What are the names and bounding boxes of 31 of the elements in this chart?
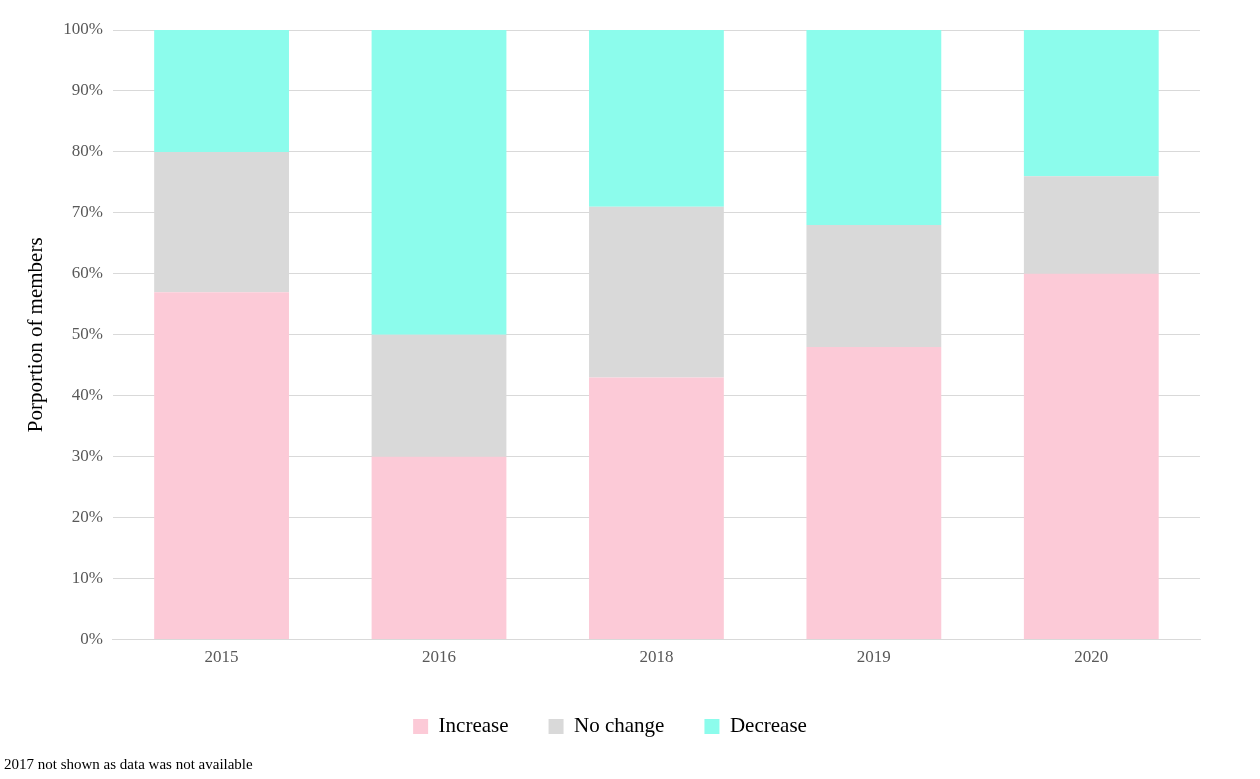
x-tick-label: 2016	[422, 647, 456, 667]
y-tick-label: 40%	[71, 385, 103, 405]
text: 2017 not shown as data was not available	[4, 756, 254, 772]
y-tick-label: 60%	[71, 263, 103, 283]
y-tick-label: 30%	[71, 446, 103, 466]
bar	[589, 30, 724, 207]
bar	[1023, 273, 1159, 640]
bar	[1023, 30, 1159, 177]
y-tick-label: 70%	[71, 202, 103, 222]
bar	[154, 30, 289, 152]
bar	[371, 30, 507, 335]
legend-label: Decrease	[729, 713, 807, 738]
bar	[806, 30, 942, 226]
x-tick-label: 2018	[639, 647, 674, 667]
bar	[154, 292, 289, 640]
x-tick-label: 2019	[856, 647, 891, 667]
y-tick-label: 50%	[71, 324, 103, 344]
y-tick-label: 100%	[63, 19, 103, 39]
x-tick-label: 2020	[1074, 647, 1109, 667]
y-tick-label: 0%	[80, 629, 103, 649]
legend-label: Increase	[438, 713, 509, 738]
legend-label: No change	[574, 713, 665, 738]
x-tick-label: 2015	[204, 647, 239, 667]
y-axis-title: Porportion of members	[23, 237, 48, 433]
y-tick-label: 80%	[71, 141, 103, 161]
bar	[806, 346, 942, 640]
y-tick-label: 10%	[71, 568, 103, 588]
bar	[589, 377, 724, 640]
bar	[371, 456, 507, 640]
y-tick-label: 20%	[71, 507, 103, 527]
y-tick-label: 90%	[71, 80, 103, 100]
